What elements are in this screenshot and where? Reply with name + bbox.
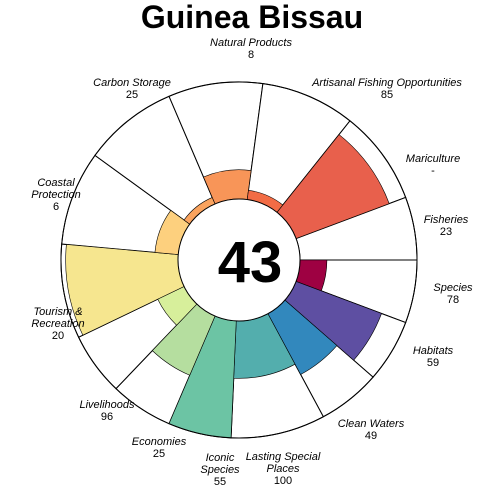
petal-label-economies: Economies [132,436,187,448]
petal-label-clean-waters: Clean Waters [338,418,405,430]
petal-value-lasting-special-places: 100 [274,475,292,487]
outer-circle [60,81,418,439]
petal-value-artisanal-fishing-opportunities: 85 [381,89,393,101]
petal-label-artisanal-fishing-opportunities: Artisanal Fishing Opportunities [311,77,462,89]
center-circle [177,198,301,322]
petal-value-habitats: 59 [427,357,439,369]
petal-label-species: Species [433,282,473,294]
petal-label-natural-products: Natural Products [210,37,292,49]
petal-label-coastal-protection: Coastal Protection [31,177,81,201]
petal-value-fisheries: 23 [440,226,452,238]
petal-label-habitats: Habitats [413,345,454,357]
petal-label-lasting-special-places: Lasting Special Places [246,451,321,475]
petal-value-iconic-species: 55 [214,476,226,488]
petal-value-economies: 25 [153,448,165,460]
petal-label-fisheries: Fisheries [424,214,469,226]
petal-value-species: 78 [447,294,459,306]
petal-label-carbon-storage: Carbon Storage [93,77,171,89]
petal-value-tourism-and-recreation: 20 [52,330,64,342]
petal-value-livelihoods: 96 [101,411,113,423]
center-score: 43 [218,230,283,295]
petal-label-tourism-and-recreation: Tourism & Recreation [31,306,84,330]
petal-label-livelihoods: Livelihoods [79,399,135,411]
petal-value-coastal-protection: 6 [53,201,59,213]
petal-label-iconic-species: Iconic Species [200,452,240,476]
petal-value-natural-products: 8 [248,49,254,61]
petal-value-carbon-storage: 25 [126,89,138,101]
chart-title: Guinea Bissau [141,0,363,35]
petal-value-mariculture: - [431,165,435,177]
petal-value-clean-waters: 49 [365,430,377,442]
petal-label-mariculture: Mariculture [406,153,460,165]
